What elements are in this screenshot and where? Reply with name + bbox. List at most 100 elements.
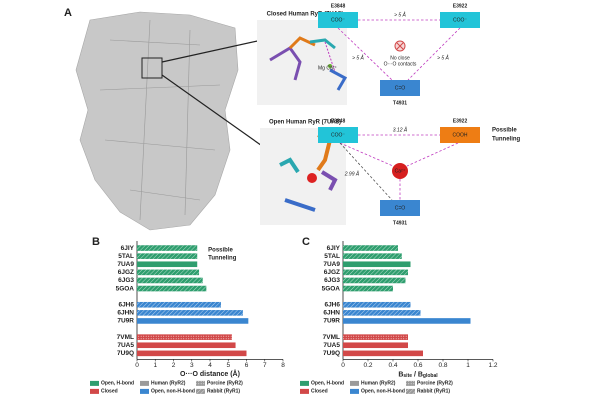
y-tick-label: 5TAL — [118, 253, 134, 260]
y-tick-label: 7VML — [323, 334, 340, 341]
legend-label: Closed — [101, 389, 118, 395]
bar — [343, 318, 471, 324]
group-label: COO⁻ — [331, 17, 345, 23]
y-tick-label: 6JH6 — [118, 301, 134, 308]
y-tick-label: 7U9Q — [323, 350, 340, 357]
y-tick-label: 7UA9 — [117, 261, 134, 268]
legend-swatch — [90, 380, 99, 386]
x-axis-label-part: site — [403, 373, 412, 379]
annotation: Tunneling — [208, 256, 237, 262]
y-tick-label: 7U9R — [323, 318, 340, 325]
note: Tunneling — [492, 137, 521, 143]
group-label: COO⁻ — [331, 132, 345, 138]
x-tick-label: 1.2 — [488, 362, 497, 369]
residue-label: T4931 — [393, 100, 407, 106]
bar-pattern — [137, 285, 207, 292]
panel-label: C — [302, 236, 310, 248]
x-axis-label: O···O distance (Å) — [180, 369, 240, 378]
x-tick-label: 1 — [153, 362, 157, 369]
residue-label: T4931 — [393, 220, 407, 226]
y-tick-label: 7UA5 — [117, 342, 134, 349]
inset-caption: Open Human RyR (7UA8) — [269, 120, 341, 126]
closed-diagram-links — [337, 19, 461, 81]
legend-label: Closed — [311, 389, 328, 395]
y-tick-label: 5TAL — [324, 253, 340, 260]
legend-label: Porcine (RyR2) — [417, 381, 453, 387]
y-tick-label: 6JHN — [323, 310, 340, 317]
legend-swatch-pattern — [406, 388, 415, 394]
x-tick-label: 0 — [135, 362, 139, 369]
annotation: Possible — [208, 248, 233, 254]
bar-pattern — [137, 277, 203, 284]
residue-label: E3848 — [331, 3, 346, 9]
zoom-arrow — [161, 39, 263, 63]
distance-label: 2.99 Å — [344, 170, 360, 177]
bar-pattern — [137, 245, 198, 251]
x-tick-label: 1 — [466, 362, 470, 369]
y-tick-label: 6JIY — [327, 245, 341, 252]
bar-pattern — [137, 310, 243, 316]
y-tick-label: 6JG3 — [324, 277, 340, 284]
zoom-arrow — [161, 74, 266, 149]
legend-label: Open, H-bond — [101, 381, 134, 387]
y-tick-label: 5GOA — [116, 285, 135, 292]
open-diagram-links — [339, 134, 459, 201]
group-label: COOH — [453, 132, 468, 138]
x-axis-label-part: B — [398, 371, 403, 378]
bar — [343, 350, 423, 357]
residue-box — [440, 127, 480, 143]
legend-label: Porcine (RyR2) — [207, 381, 243, 387]
x-tick-label: 0.4 — [388, 362, 397, 369]
legend-swatch — [350, 380, 359, 386]
x-tick-label: 2 — [172, 362, 176, 369]
distance-label: > 5 Å — [394, 11, 406, 18]
bar-pattern — [343, 310, 421, 316]
ion-label: Ca²⁺ — [395, 168, 406, 174]
zoom-box — [141, 57, 163, 79]
bar — [343, 261, 411, 268]
legend-label: Open, H-bond — [311, 381, 344, 387]
bar-pattern — [343, 334, 408, 340]
bar-pattern — [137, 334, 232, 340]
x-tick-label: 7 — [263, 362, 267, 369]
legend-label: Rabbit (RyR1) — [417, 389, 450, 395]
x-tick-label: 4 — [208, 362, 212, 369]
legend-swatch — [350, 388, 359, 394]
residue-label: E3848 — [331, 118, 346, 124]
panel-label: A — [64, 7, 72, 19]
legend-label: Human (RyR2) — [151, 381, 186, 387]
bar — [137, 261, 198, 268]
residue-box — [318, 12, 358, 28]
ion-label: Mg Ca²⁺ — [318, 65, 337, 71]
group-label: C=O — [395, 205, 406, 211]
legend-label: Human (RyR2) — [361, 381, 396, 387]
distance-label: 3.12 Å — [393, 126, 408, 133]
y-tick-label: 6JGZ — [324, 269, 340, 276]
x-tick-label: 0.6 — [413, 362, 422, 369]
residue-label: E3922 — [453, 3, 468, 9]
x-tick-label: 0.8 — [438, 362, 447, 369]
y-tick-label: 6JIY — [121, 245, 135, 252]
closed-inset — [257, 20, 348, 105]
legend-swatch-pattern — [196, 388, 205, 394]
x-tick-label: 0.2 — [363, 362, 372, 369]
x-axis-label-part: global — [423, 373, 438, 379]
group-label: COO⁻ — [453, 17, 467, 23]
bar-pattern — [343, 301, 411, 308]
inset-caption: Closed Human RyR (7UA5) — [267, 12, 344, 18]
bar-pattern — [343, 245, 398, 251]
note: No close — [390, 55, 410, 61]
y-tick-label: 7VML — [117, 334, 134, 341]
note: Possible — [492, 128, 517, 134]
bar-pattern — [137, 253, 198, 259]
residue-box — [318, 127, 358, 143]
bar — [343, 342, 408, 349]
x-tick-label: 0 — [341, 362, 345, 369]
residue-box — [440, 12, 480, 28]
residue-box — [380, 200, 420, 216]
note: O···O contacts — [384, 61, 417, 67]
y-tick-label: 7U9Q — [117, 350, 134, 357]
bar-pattern — [343, 277, 406, 284]
open-inset — [260, 128, 346, 225]
bar-pattern — [343, 269, 408, 276]
